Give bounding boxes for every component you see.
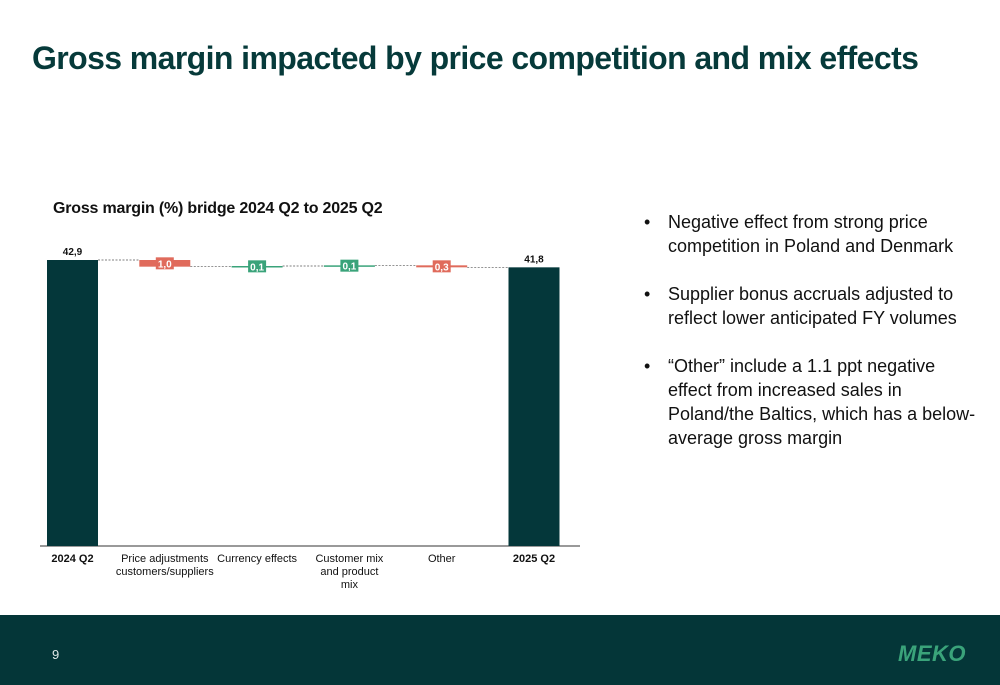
value-label-box: [248, 260, 267, 273]
value-label-box: [432, 260, 451, 273]
category-tick-label: Price adjustments customers/suppliers: [116, 553, 214, 578]
bar-total: [508, 267, 560, 546]
category-tick-label: Other: [428, 553, 456, 565]
page-title: Gross margin impacted by price competiti…: [32, 40, 919, 76]
value-label-box: [155, 257, 174, 270]
meko-logo: MEKO: [898, 641, 966, 666]
bullet-list: Negative effect from strong price compet…: [640, 210, 980, 474]
bullet-item: Negative effect from strong price compet…: [640, 210, 980, 258]
value-label-box: [340, 259, 359, 272]
bullet-item: Supplier bonus accruals adjusted to refl…: [640, 282, 980, 330]
footer-bar: 9 MEKO: [0, 615, 1000, 685]
category-tick-label: 2025 Q2: [513, 553, 555, 565]
category-tick-label: Currency effects: [217, 553, 297, 565]
bullet-item: “Other” include a 1.1 ppt negative effec…: [640, 354, 980, 450]
bar-value-label: 0,1: [342, 262, 356, 273]
bar-value-label: 0,1: [250, 262, 264, 273]
category-tick-label: 2024 Q2: [51, 553, 93, 565]
waterfall-chart: Gross margin (%) bridge 2024 Q2 to 2025 …: [30, 190, 590, 600]
bar-value-label: 1,0: [158, 259, 172, 270]
bar-value-label: 42,9: [63, 247, 83, 258]
bar-value-label: 41,8: [524, 254, 544, 265]
chart-title: Gross margin (%) bridge 2024 Q2 to 2025 …: [53, 200, 383, 217]
chart-canvas: 42,9 2024 Q2 1,0 Price adjustments customers…: [40, 247, 580, 591]
category-tick-label: Customer mix and product mix: [315, 553, 383, 591]
page-number: 9: [52, 647, 60, 662]
bar-value-label: 0,3: [435, 262, 449, 273]
bar-total: [47, 260, 98, 546]
